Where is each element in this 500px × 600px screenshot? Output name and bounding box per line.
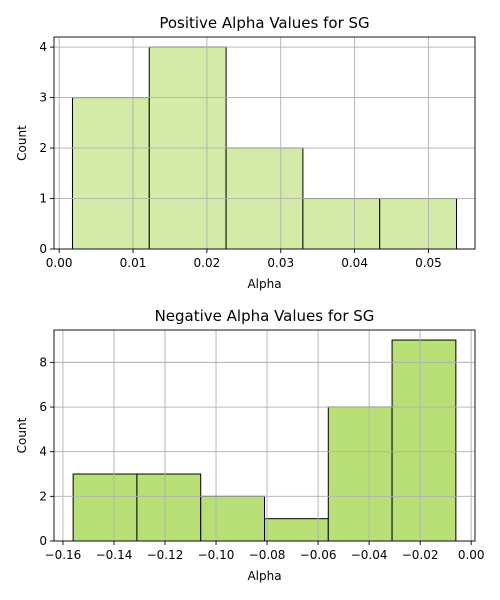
chart-positive-alpha: 0.00 0.01 0.02 0.03 0.04 0.05 0 1 2 3 4 Positive Al…	[15, 14, 476, 291]
histogram-bar-4	[379, 198, 458, 250]
grid	[54, 330, 475, 542]
x-tick-label-8: 0.00	[458, 548, 485, 562]
chart-title: Negative Alpha Values for SG	[155, 307, 375, 325]
y-axis-label: Count	[15, 125, 29, 161]
y-tick-label-3: 3	[39, 91, 47, 105]
plot-frame	[53, 36, 476, 250]
y-tick-label-2: 4	[39, 445, 47, 459]
y-axis: 0 2 4 6 8	[39, 355, 54, 548]
y-tick-label-3: 6	[39, 400, 47, 414]
y-tick-label-4: 4	[39, 40, 47, 54]
histogram-bar-0	[72, 473, 138, 542]
x-axis: 0.00 0.01 0.02 0.03 0.04 0.05	[46, 249, 442, 270]
histogram-bar-0	[71, 97, 150, 250]
x-tick-label-5: 0.05	[415, 256, 442, 270]
chart-negative-alpha: −0.16 −0.14 −0.12 −0.10 −0.08 −0.06 −0.04 −0.02…	[15, 307, 485, 583]
histogram-bar-1	[136, 473, 202, 542]
y-tick-label-4: 8	[39, 355, 47, 369]
x-tick-label-5: −0.06	[300, 548, 337, 562]
bars	[72, 339, 457, 542]
y-tick-label-1: 1	[39, 192, 47, 206]
x-tick-label-0: 0.00	[46, 256, 73, 270]
plot-frame	[53, 329, 476, 542]
histogram-bar-2	[200, 495, 266, 542]
y-tick-label-2: 2	[39, 141, 47, 155]
y-tick-label-0: 0	[39, 534, 47, 548]
x-axis: −0.16 −0.14 −0.12 −0.10 −0.08 −0.06 −0.04 −0.02…	[45, 541, 485, 562]
histogram-bar-3	[302, 198, 381, 250]
x-tick-label-4: −0.08	[249, 548, 286, 562]
y-tick-label-1: 2	[39, 489, 47, 503]
x-tick-label-7: −0.02	[402, 548, 439, 562]
y-axis-label: Count	[15, 417, 29, 453]
x-tick-label-1: 0.01	[120, 256, 147, 270]
x-tick-label-0: −0.16	[45, 548, 82, 562]
x-tick-label-3: −0.10	[198, 548, 235, 562]
x-tick-label-3: 0.03	[267, 256, 294, 270]
x-tick-label-1: −0.14	[96, 548, 133, 562]
x-axis-label: Alpha	[247, 277, 281, 291]
grid	[54, 37, 475, 250]
y-axis: 0 1 2 3 4	[39, 40, 54, 256]
histogram-bar-3	[264, 518, 329, 542]
x-tick-label-2: −0.12	[147, 548, 184, 562]
y-tick-label-0: 0	[39, 242, 47, 256]
histogram-bar-4	[327, 406, 393, 542]
x-tick-label-6: −0.04	[351, 548, 388, 562]
x-tick-label-2: 0.02	[194, 256, 221, 270]
histogram-bar-5	[391, 339, 457, 542]
x-tick-label-4: 0.04	[341, 256, 368, 270]
x-axis-label: Alpha	[247, 569, 281, 583]
chart-title: Positive Alpha Values for SG	[159, 14, 369, 32]
